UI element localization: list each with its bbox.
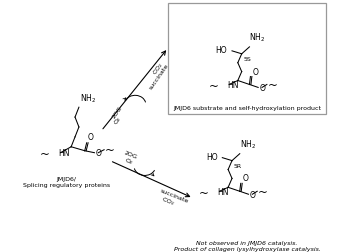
Text: succinate: succinate: [159, 187, 189, 203]
Text: O: O: [259, 84, 265, 92]
Bar: [168, 4, 326, 115]
Text: 2OG: 2OG: [123, 150, 138, 160]
Text: HN: HN: [227, 81, 239, 90]
Text: CO$_2$: CO$_2$: [160, 195, 176, 208]
Text: ~: ~: [40, 148, 50, 161]
Text: O: O: [95, 149, 101, 158]
Text: ~: ~: [105, 144, 115, 156]
Text: O$_2$: O$_2$: [123, 155, 135, 167]
Text: NH$_2$: NH$_2$: [250, 31, 266, 44]
Text: HO: HO: [216, 46, 227, 55]
Text: O: O: [87, 132, 94, 141]
Text: ~: ~: [199, 186, 209, 199]
Text: O: O: [250, 190, 255, 199]
Text: JMJD6/
Splicing regulatory proteins: JMJD6/ Splicing regulatory proteins: [23, 177, 110, 187]
Text: 5S: 5S: [244, 56, 252, 61]
Text: O: O: [243, 174, 248, 183]
Text: O$_2$: O$_2$: [112, 114, 124, 127]
Text: NH$_2$: NH$_2$: [80, 92, 96, 105]
Text: succinate: succinate: [149, 62, 170, 90]
Text: HN: HN: [218, 187, 229, 196]
Text: 5R: 5R: [234, 163, 242, 168]
Text: 2OG: 2OG: [112, 105, 123, 119]
Text: ~: ~: [268, 79, 278, 91]
Text: CO$_2$: CO$_2$: [151, 60, 166, 77]
FancyArrowPatch shape: [113, 162, 190, 197]
Text: HO: HO: [206, 152, 218, 162]
Text: JMJD6 substrate and self-hydroxylation product: JMJD6 substrate and self-hydroxylation p…: [173, 106, 321, 111]
Text: Product of collagen lysylhydroxylase catalysis.: Product of collagen lysylhydroxylase cat…: [174, 246, 320, 251]
FancyArrowPatch shape: [103, 52, 165, 129]
Text: O: O: [252, 67, 258, 76]
Text: NH$_2$: NH$_2$: [240, 138, 256, 150]
Text: HN: HN: [59, 149, 70, 158]
Text: ~: ~: [208, 80, 218, 92]
Text: ~: ~: [258, 185, 268, 198]
Text: Not observed in JMJD6 catalysis.: Not observed in JMJD6 catalysis.: [196, 240, 298, 245]
